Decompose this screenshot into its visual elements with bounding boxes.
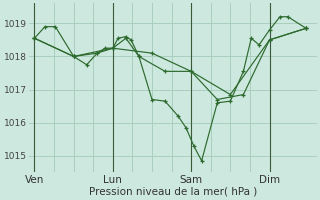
X-axis label: Pression niveau de la mer( hPa ): Pression niveau de la mer( hPa ) [89, 187, 257, 197]
